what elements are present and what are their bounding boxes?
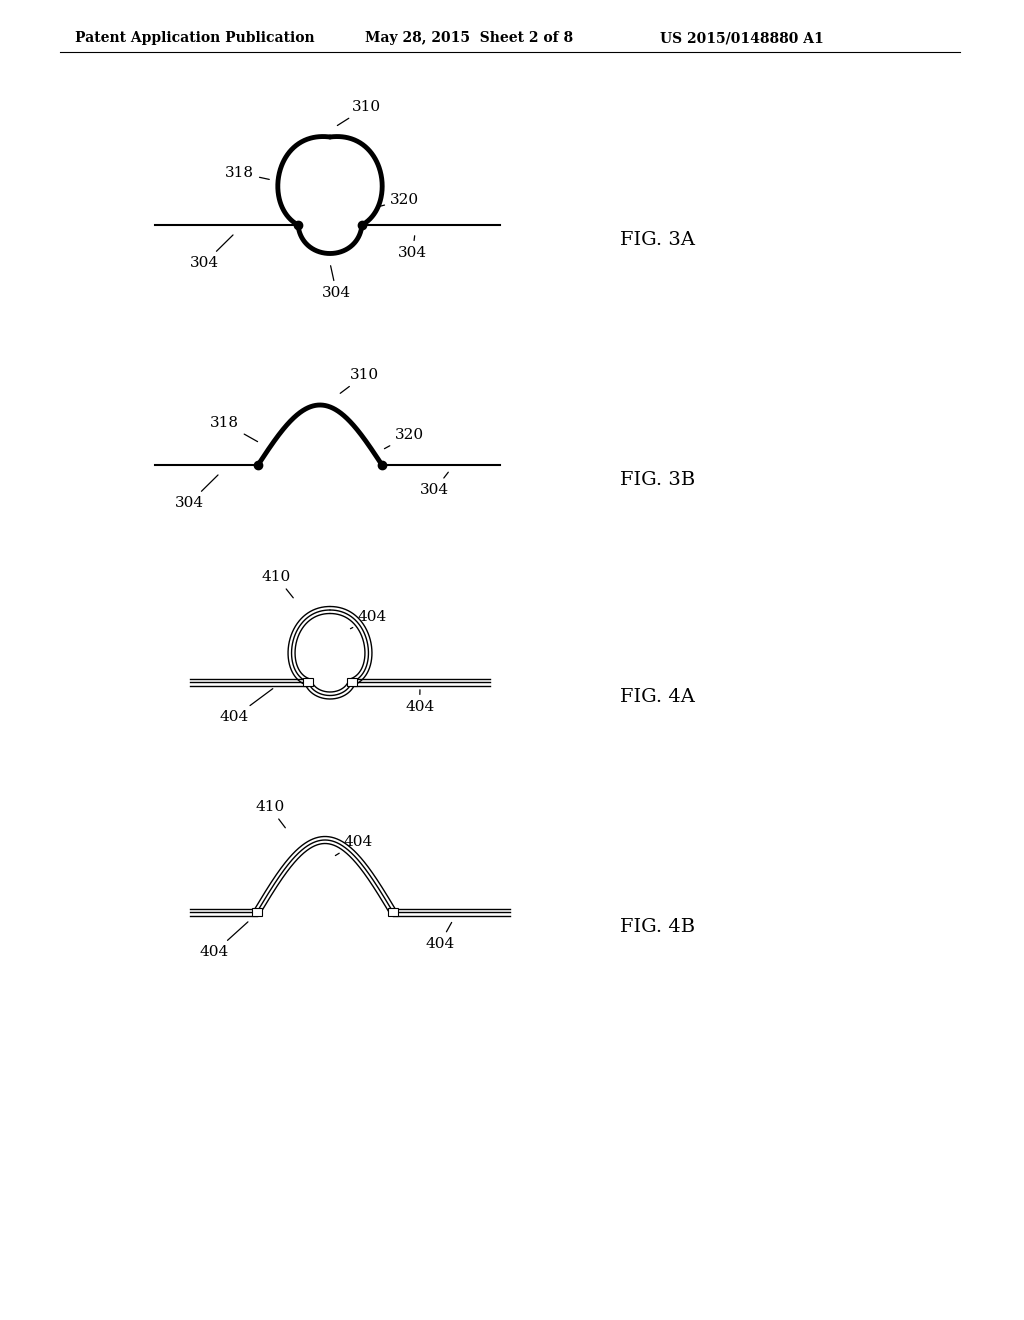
Text: 404: 404 <box>406 690 434 714</box>
Text: US 2015/0148880 A1: US 2015/0148880 A1 <box>660 30 823 45</box>
Bar <box>303 678 313 686</box>
Text: 304: 304 <box>322 265 351 300</box>
Bar <box>347 678 357 686</box>
Text: 404: 404 <box>350 610 387 628</box>
Text: 318: 318 <box>225 166 269 180</box>
Text: 304: 304 <box>190 235 233 271</box>
Text: 404: 404 <box>425 923 455 950</box>
Text: 404: 404 <box>220 689 272 723</box>
Text: 310: 310 <box>340 368 379 393</box>
Text: 318: 318 <box>210 416 258 442</box>
Text: FIG. 4B: FIG. 4B <box>620 917 695 936</box>
Text: 404: 404 <box>200 921 248 960</box>
Text: FIG. 4A: FIG. 4A <box>620 688 695 706</box>
Text: 304: 304 <box>420 473 450 498</box>
Text: 410: 410 <box>255 800 286 828</box>
Text: 320: 320 <box>384 428 424 449</box>
Bar <box>252 908 262 916</box>
Text: FIG. 3B: FIG. 3B <box>620 471 695 488</box>
Text: 304: 304 <box>175 475 218 510</box>
Text: 404: 404 <box>336 836 373 855</box>
Text: Patent Application Publication: Patent Application Publication <box>75 30 314 45</box>
Text: FIG. 3A: FIG. 3A <box>620 231 695 249</box>
Text: 320: 320 <box>380 193 419 207</box>
Text: 410: 410 <box>262 570 293 598</box>
Text: 304: 304 <box>398 236 427 260</box>
Text: May 28, 2015  Sheet 2 of 8: May 28, 2015 Sheet 2 of 8 <box>365 30 573 45</box>
Bar <box>388 908 398 916</box>
Text: 310: 310 <box>337 100 381 125</box>
